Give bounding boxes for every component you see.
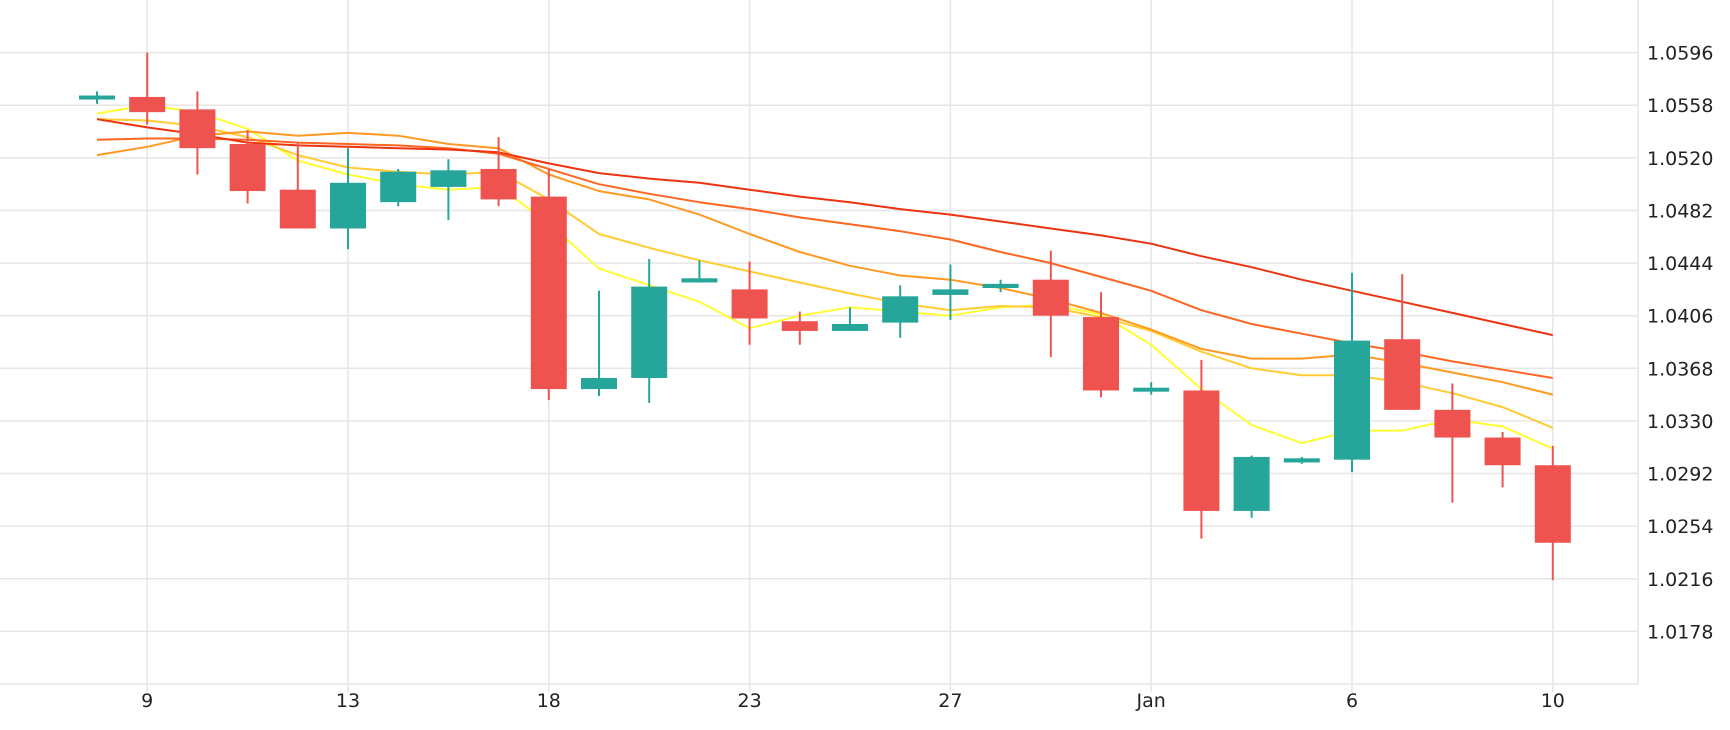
candle-body xyxy=(430,170,467,187)
candle-body xyxy=(1183,390,1220,511)
candle-down xyxy=(179,91,216,175)
candle-up xyxy=(932,264,969,320)
x-tick-label: 13 xyxy=(336,690,360,712)
candle-body xyxy=(631,286,668,378)
candle-down xyxy=(1534,445,1571,581)
moving-average-line xyxy=(96,118,1554,337)
candle-body xyxy=(832,324,868,331)
candles xyxy=(79,52,1571,581)
x-tick-label: Jan xyxy=(1136,690,1166,712)
candle-body xyxy=(731,289,768,319)
candle-down xyxy=(1032,250,1069,358)
y-axis: 1.0596 1.0558 1.0520 1.0482 1.0444 1.0406 1.03… xyxy=(1647,43,1713,644)
candle-up xyxy=(1334,272,1370,473)
candle-down xyxy=(229,130,266,204)
candle-body xyxy=(1032,279,1069,316)
moving-average-lines xyxy=(96,104,1554,450)
x-axis: 9 13 18 23 27 Jan 6 10 xyxy=(141,684,1565,712)
x-tick-label: 10 xyxy=(1541,690,1565,712)
x-tick-label: 9 xyxy=(141,690,153,712)
candle-up xyxy=(882,285,919,338)
candle-body xyxy=(1534,465,1571,543)
candle-down xyxy=(1083,292,1119,398)
candle-body xyxy=(79,95,115,100)
candle-body xyxy=(330,182,366,229)
candle-body xyxy=(480,168,517,200)
candle-down xyxy=(1434,383,1471,503)
candle-up xyxy=(1283,456,1320,464)
candle-body xyxy=(129,96,166,113)
candle-body xyxy=(1133,387,1170,392)
candle-body xyxy=(229,144,266,192)
x-tick-label: 6 xyxy=(1346,690,1358,712)
candle-up xyxy=(430,159,467,221)
candle-body xyxy=(530,196,567,390)
candle-down xyxy=(1384,274,1421,410)
candle-down xyxy=(1484,432,1521,488)
candle-up xyxy=(79,91,115,104)
candle-body xyxy=(1434,409,1471,438)
moving-average-line xyxy=(96,118,1554,429)
y-tick-label: 1.0558 xyxy=(1647,95,1713,117)
candle-body xyxy=(1384,339,1421,410)
candle-up xyxy=(631,258,668,403)
candle-body xyxy=(179,109,216,149)
candle-body xyxy=(581,378,617,390)
y-tick-label: 1.0482 xyxy=(1647,200,1713,222)
y-tick-label: 1.0330 xyxy=(1647,411,1713,433)
y-tick-label: 1.0216 xyxy=(1647,569,1713,591)
candle-down xyxy=(781,311,818,345)
moving-average-line xyxy=(96,104,1554,450)
y-tick-label: 1.0368 xyxy=(1647,358,1713,380)
candle-up xyxy=(832,307,868,331)
candle-up xyxy=(1133,382,1170,395)
candle-up xyxy=(330,148,366,250)
candle-down xyxy=(731,261,768,345)
candle-down xyxy=(1183,360,1220,539)
candle-body xyxy=(1283,458,1320,463)
candle-up xyxy=(681,260,718,283)
candle-down xyxy=(480,137,517,207)
candle-body xyxy=(1484,437,1521,466)
y-tick-label: 1.0520 xyxy=(1647,148,1713,170)
candle-body xyxy=(681,278,718,283)
candle-body xyxy=(932,289,969,295)
x-tick-label: 27 xyxy=(938,690,962,712)
candle-body xyxy=(1334,340,1370,460)
candle-up xyxy=(380,168,417,207)
candle-body xyxy=(380,171,417,203)
y-tick-label: 1.0178 xyxy=(1647,621,1713,643)
moving-average-line xyxy=(96,137,1553,379)
candle-body xyxy=(279,189,316,229)
candle-down xyxy=(279,142,316,229)
y-tick-label: 1.0292 xyxy=(1647,464,1713,486)
candle-body xyxy=(982,283,1019,288)
x-tick-label: 18 xyxy=(537,690,561,712)
y-tick-label: 1.0596 xyxy=(1647,43,1713,65)
candle-up xyxy=(1233,455,1270,518)
y-tick-label: 1.0406 xyxy=(1647,306,1713,328)
candle-body xyxy=(781,321,818,331)
candle-body xyxy=(882,296,919,323)
y-tick-label: 1.0444 xyxy=(1647,253,1713,275)
candle-down xyxy=(530,168,567,401)
y-tick-label: 1.0254 xyxy=(1647,516,1713,538)
candle-body xyxy=(1233,456,1270,511)
moving-average-line xyxy=(96,130,1554,396)
candle-up xyxy=(581,290,617,396)
candle-down xyxy=(129,52,166,125)
x-tick-label: 23 xyxy=(738,690,762,712)
candle-body xyxy=(1083,317,1119,391)
candle-up xyxy=(982,279,1019,293)
